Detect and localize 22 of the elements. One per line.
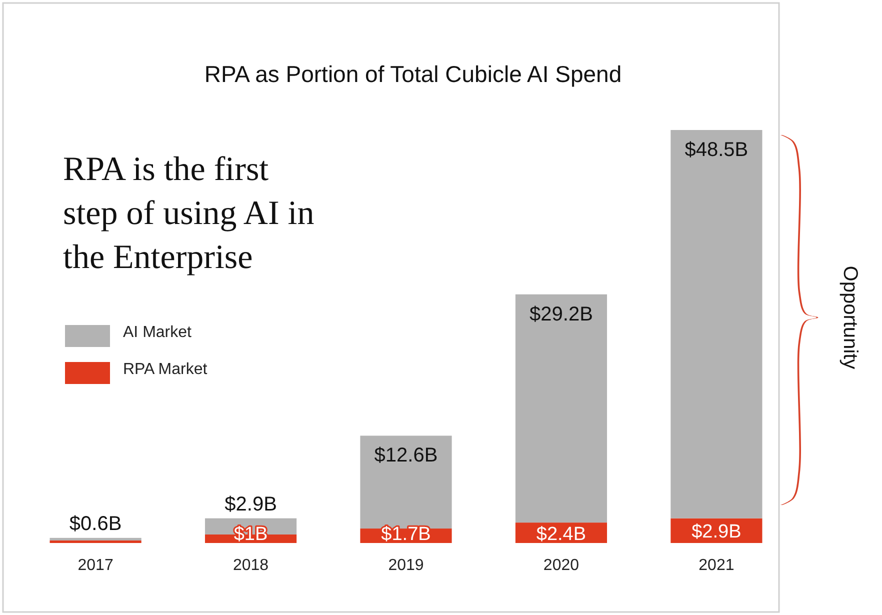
x-tick-label: 2019 (388, 557, 424, 574)
total-label: $48.5B (684, 139, 748, 161)
x-tick-label: 2018 (232, 557, 269, 574)
bar (50, 540, 142, 543)
data-label: $2.9B (692, 522, 742, 543)
text: Opportunity (839, 266, 862, 370)
total-label: $2.9B (224, 493, 277, 516)
total-label: $12.6B (374, 444, 438, 467)
x-tick-label: 2021 (698, 557, 734, 574)
legend-label: AI Market (123, 324, 192, 341)
x-tick-label: 2017 (78, 557, 114, 574)
total-label: $29.2B (530, 303, 593, 326)
data-label: $2.4B (536, 524, 586, 545)
total-label: $0.6B (69, 512, 122, 535)
chart-title: RPA as Portion of Total Cubicle AI Spend (204, 61, 622, 87)
data-label: $1.7B (381, 524, 431, 545)
legend-label: RPA Market (123, 361, 208, 378)
bar (670, 130, 762, 518)
bar (50, 538, 142, 540)
bar (515, 294, 608, 523)
annotation: RPA is the first step of using AI in the Enterprise (63, 151, 314, 276)
x-tick-label: 2020 (543, 557, 580, 574)
